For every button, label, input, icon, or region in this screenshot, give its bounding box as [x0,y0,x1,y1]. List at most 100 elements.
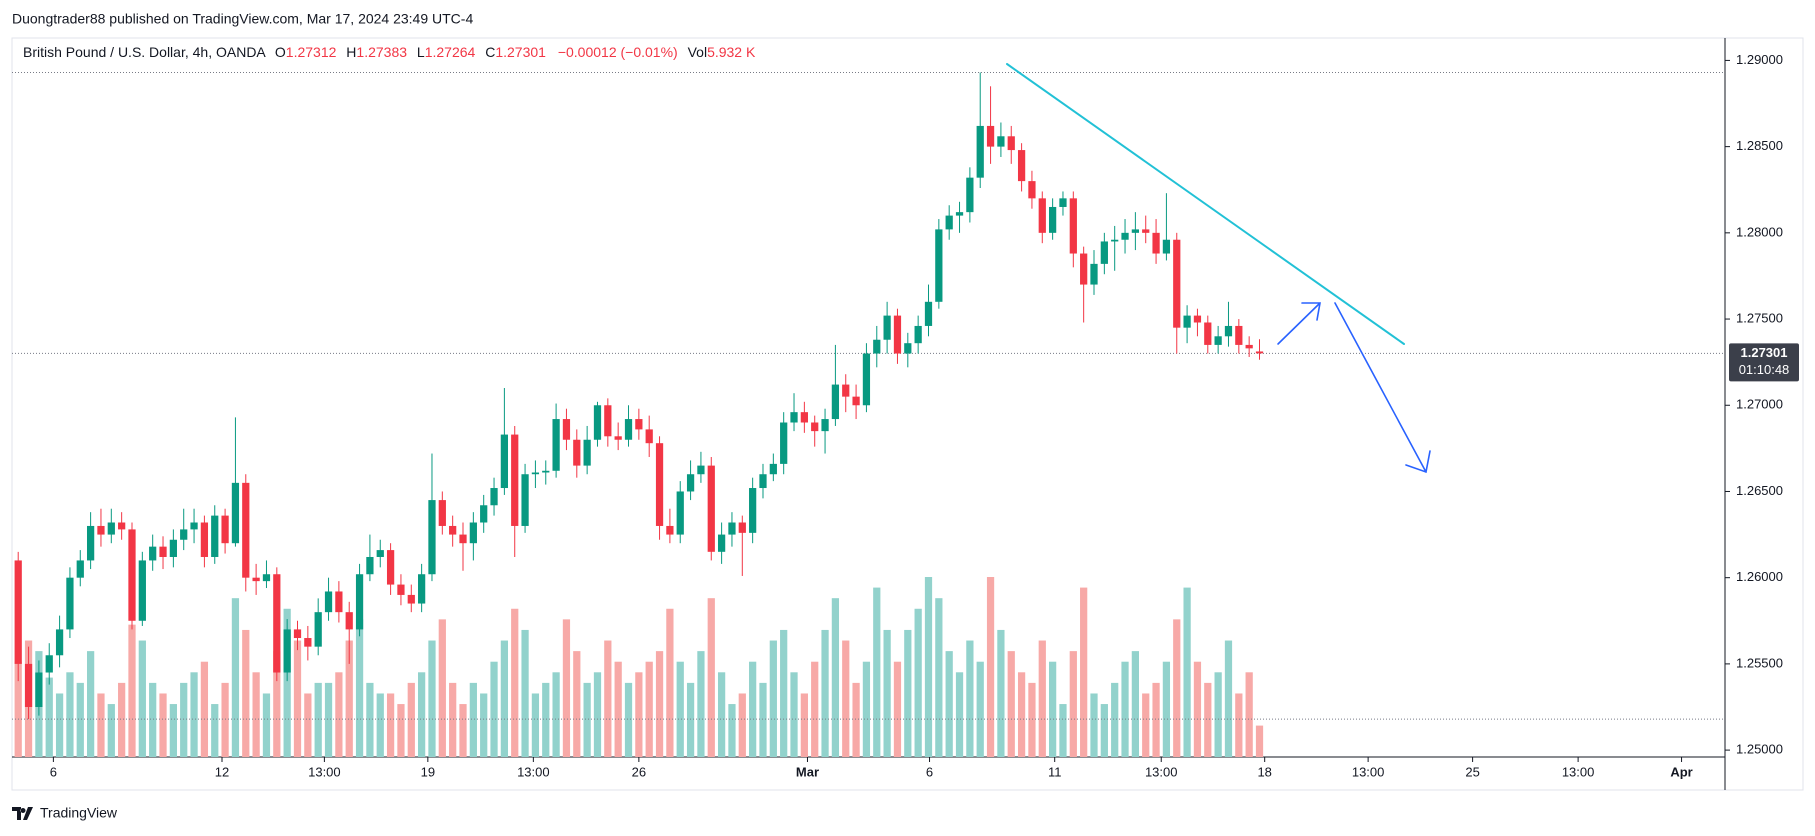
close-value: 1.27301 [495,44,546,60]
candle-body [231,482,240,544]
candle-body [759,474,767,489]
x-tick-label: 25 [1465,764,1479,779]
candle-body [428,500,436,575]
candle-body [914,325,922,344]
close-prefix: C [485,44,495,60]
volume-value: 5.932 K [707,44,756,60]
volume-bar [86,651,95,757]
candle-body [169,539,177,557]
candle-body [1100,241,1108,264]
volume-bar [604,640,612,757]
change: −0.00012 (−0.01%) [558,44,678,60]
candle-body [800,412,808,423]
published-line: Duongtrader88 published on TradingView.c… [12,11,473,27]
x-tick-label: Apr [1670,764,1692,779]
volume-bar [986,577,995,757]
candle-body [242,482,250,578]
volume-bar [355,619,364,757]
volume-bar [790,672,798,757]
volume-bar [200,661,209,757]
high-value: 1.27383 [356,44,407,60]
volume-bar [1007,651,1015,757]
candle-body [883,315,891,340]
chart-frame [11,37,1804,791]
low-prefix: L [417,44,425,60]
candle-body [1162,239,1171,254]
brand-name: TradingView [40,805,118,821]
volume-bar [883,629,891,757]
candle-body [624,419,633,440]
x-tick-label: 19 [421,764,435,779]
candle-body [211,515,219,557]
volume-bar [1100,704,1108,757]
candle-body [945,215,953,230]
volume-bar [645,661,653,757]
volume-bar [552,672,560,757]
x-tick-label: 26 [632,764,646,779]
candle-body [1038,198,1046,233]
volume-bar [614,661,622,757]
candle-body [666,525,674,535]
candle-body [459,534,467,544]
volume-bar [811,661,819,757]
arrow-up [1277,302,1321,345]
volume-bar [118,682,126,757]
candle-body [749,488,757,533]
candle-body [1245,344,1253,349]
volume-bar [531,693,540,757]
y-tick-label: 1.25500 [1736,655,1783,670]
volume-bar [128,624,136,757]
candle-body [118,522,126,530]
candle-body [728,522,736,535]
volume-bar [386,693,395,757]
volume-bar [293,640,302,757]
candle-body [614,436,622,440]
volume-bar [1152,682,1160,757]
candle-body [811,422,819,432]
candle-body [128,529,136,621]
candle-body [438,500,446,526]
candle-body [469,522,477,544]
candle-body [573,439,581,466]
brand-logo [12,807,33,820]
candle-body [24,663,33,707]
volume-bar [283,608,291,757]
volume-bar [573,651,581,757]
volume-bar [480,693,488,757]
volume-bar [169,704,177,757]
volume-bar [231,598,240,757]
arrow-down [1334,302,1431,474]
volume-bar [304,693,312,757]
volume-bar [521,629,529,757]
volume-bar [45,677,53,757]
volume-bar [997,629,1005,757]
candle-body [1028,181,1036,199]
candle-body [262,574,271,582]
volume-bar [593,672,602,757]
candle-body [386,550,395,585]
x-tick-label: Mar [796,764,819,779]
candle-body [190,522,198,530]
volume-bar [66,672,74,757]
volume-bar [738,693,746,757]
candle-body [45,655,53,673]
candle-body [831,384,840,420]
volume-bar [76,682,84,757]
volume-bar [262,693,271,757]
volume-bar [852,682,860,757]
y-tick-label: 1.26500 [1736,483,1783,498]
candle-body [1080,253,1088,285]
candle-body [862,353,871,406]
candle-body [376,550,384,557]
volume-bar [500,640,509,757]
x-tick-label: 13:00 [1562,764,1595,779]
candle-body [1007,136,1015,151]
candle-body [1049,206,1057,233]
volume-bar [914,608,922,757]
candle-body [66,577,74,630]
candle-body [924,301,933,326]
volume-bar [1224,640,1233,757]
candle-body [976,125,984,178]
volume-bar [966,640,974,757]
candle-body [14,560,22,664]
